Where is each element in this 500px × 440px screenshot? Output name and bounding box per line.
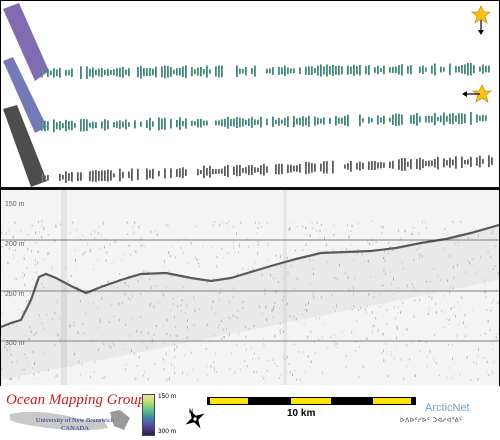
depth-label-150: 150 m	[5, 201, 25, 208]
depth-label-300: 300 m	[5, 340, 25, 347]
sun-marker-icon	[462, 84, 493, 103]
sun-marker-icon	[470, 5, 492, 35]
scale-bar	[207, 397, 416, 405]
panel-divider	[0, 187, 500, 190]
scale-bar-segment	[291, 398, 331, 404]
scale-bar-label: 10 km	[287, 408, 316, 419]
arcticnet-logo: ArcticNet	[425, 402, 470, 414]
scale-bar-segment	[373, 398, 411, 404]
swath-strip-color-2	[41, 111, 487, 133]
depth-label-200: 200 m	[5, 241, 25, 248]
depth-colorbar	[142, 394, 155, 436]
colorbar-top-label: 150 m	[158, 393, 177, 400]
swath-panel	[1, 1, 499, 187]
depth-label-250: 250 m	[5, 291, 25, 298]
seafloor-reflector	[1, 223, 499, 329]
swath-strip-gray	[41, 155, 493, 183]
scale-bar-segment	[210, 398, 248, 404]
swath-map	[3, 3, 493, 187]
colorbar-bottom-label: 300 m	[158, 428, 177, 435]
north-arrow-icon: N	[185, 409, 205, 429]
university-name: University of New Brunswick	[35, 417, 115, 424]
swath-strip-color-1	[41, 62, 490, 80]
arcticnet-syllabics: ᐅᐱᐅᑦᓯᐅᑦ ᑐᐊᓱᐊᕐᕕᑦ	[400, 418, 463, 424]
country-name: CANADA	[61, 425, 89, 432]
omg-logo-subtitle: University of New Brunswick CANADA	[30, 417, 120, 433]
legend-bar	[0, 386, 500, 440]
omg-logo-title: Ocean Mapping Group	[6, 392, 146, 408]
depth-profile	[1, 190, 499, 385]
depth-profile-panel: 150 m 200 m 250 m 300 m	[1, 190, 499, 385]
swath-start-color	[3, 3, 49, 187]
omg-logo-map-icon	[10, 410, 130, 431]
